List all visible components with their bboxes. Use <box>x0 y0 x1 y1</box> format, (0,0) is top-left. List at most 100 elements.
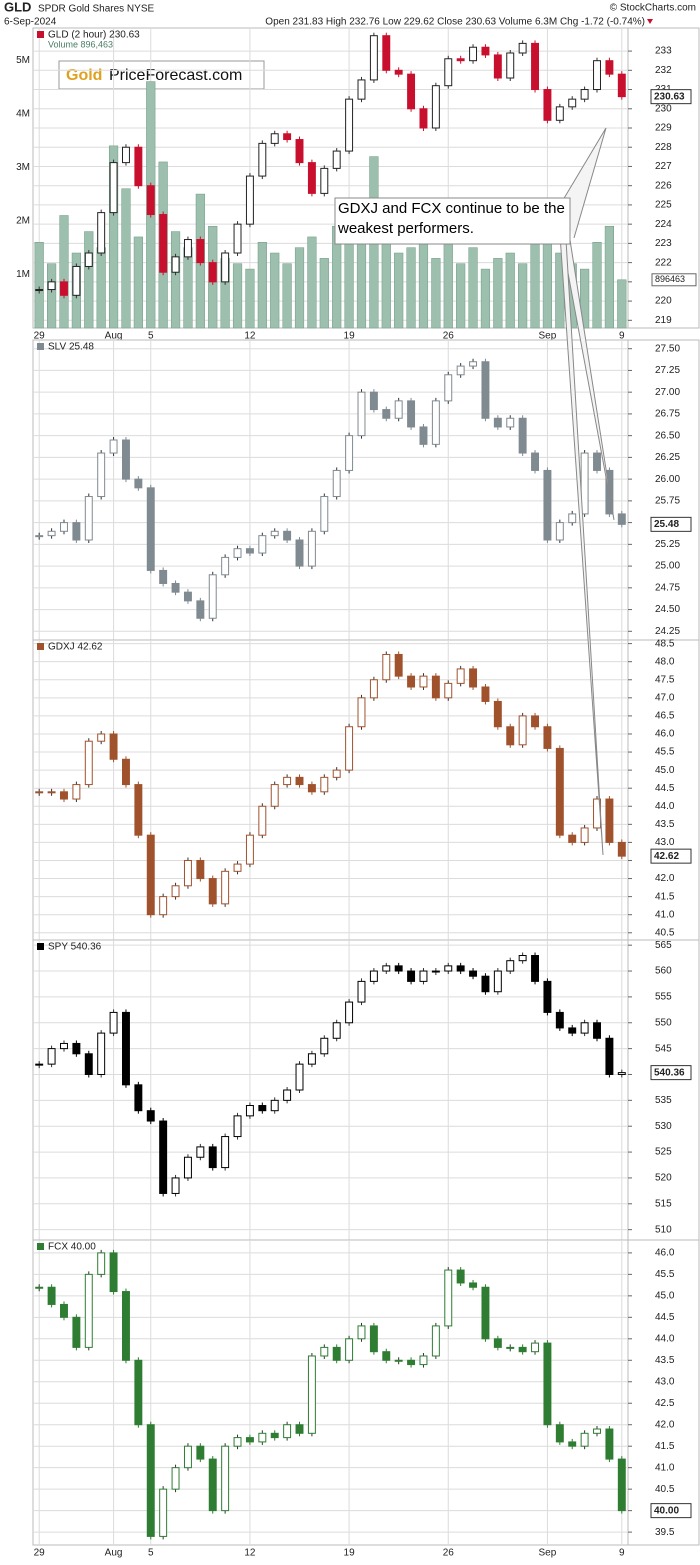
callout-tail <box>559 234 604 856</box>
y-tick-label: 220 <box>655 296 672 307</box>
volume-tick-label: 1M <box>16 269 30 280</box>
candle <box>134 1084 143 1112</box>
panel-title: SLV 25.48 <box>48 342 94 353</box>
volume-bar <box>530 231 540 329</box>
candle <box>456 965 465 972</box>
legend-swatch <box>37 943 44 950</box>
candle <box>84 1273 93 1348</box>
x-tick-label: Aug <box>105 1548 123 1559</box>
candle <box>307 784 316 793</box>
candle <box>555 1424 564 1443</box>
candle <box>456 58 465 62</box>
y-tick-label: 560 <box>655 966 672 977</box>
candle <box>196 1445 205 1460</box>
candle <box>617 1072 626 1075</box>
y-tick-label: 43.0 <box>655 1376 675 1387</box>
candle <box>531 715 540 728</box>
candle <box>382 1351 391 1361</box>
x-tick-label: Aug <box>105 331 123 342</box>
y-tick-label: 26.00 <box>655 474 680 485</box>
candle <box>332 150 341 169</box>
candle <box>159 214 168 273</box>
candle <box>283 1424 292 1439</box>
candle <box>444 965 453 972</box>
price-label-box <box>650 1503 692 1519</box>
candle <box>84 1053 93 1075</box>
candle <box>407 400 416 428</box>
y-tick-label: 42.5 <box>655 1398 675 1409</box>
volume-bar <box>59 215 69 329</box>
y-tick-label: 520 <box>655 1173 672 1184</box>
price-label-box <box>650 516 692 532</box>
y-tick-label: 226 <box>655 180 672 191</box>
candle <box>332 1022 341 1039</box>
candle <box>568 98 577 108</box>
y-tick-label: 545 <box>655 1043 672 1054</box>
candle <box>605 60 614 75</box>
logo-site: PriceForecast.com <box>109 67 242 84</box>
callout-tail <box>559 127 607 239</box>
x-tick-label: 29 <box>34 331 46 342</box>
candle <box>419 675 428 688</box>
candle <box>35 1063 44 1066</box>
y-tick-label: 230 <box>655 103 672 114</box>
y-tick-label: 525 <box>655 1147 672 1158</box>
candle <box>208 262 217 283</box>
candle <box>531 42 540 91</box>
volume-bar <box>604 225 614 329</box>
y-tick-label: 24.25 <box>655 626 680 637</box>
candle <box>97 452 106 498</box>
candle <box>121 1011 130 1086</box>
x-tick-label: 12 <box>244 331 256 342</box>
candle <box>431 675 440 699</box>
x-tick-label: 19 <box>344 1548 356 1559</box>
candle <box>469 970 478 977</box>
y-tick-label: 223 <box>655 238 672 249</box>
candle <box>481 1286 490 1340</box>
y-tick-label: 48.5 <box>655 638 675 649</box>
y-tick-label: 47.5 <box>655 674 675 685</box>
y-tick-label: 45.0 <box>655 765 675 776</box>
y-tick-label: 550 <box>655 1017 672 1028</box>
candle <box>543 726 552 749</box>
candle <box>72 784 81 800</box>
y-tick-label: 42.0 <box>655 873 675 884</box>
candle <box>47 530 56 537</box>
y-tick-label: 535 <box>655 1095 672 1106</box>
candle <box>357 79 366 100</box>
candle <box>295 539 304 567</box>
candle <box>506 1346 515 1349</box>
candle <box>196 600 205 619</box>
candle <box>35 1286 44 1289</box>
candle <box>369 1325 378 1353</box>
x-tick-label: 29 <box>34 1548 46 1559</box>
candle <box>382 653 391 681</box>
y-tick-label: 46.0 <box>655 1248 675 1259</box>
candle <box>171 885 180 898</box>
candle <box>617 841 626 857</box>
candle <box>382 409 391 419</box>
candle <box>531 1342 540 1353</box>
candle <box>171 1177 180 1194</box>
credit: © StockCharts.com <box>610 3 696 14</box>
x-tick-label: 26 <box>443 1548 455 1559</box>
candle <box>159 569 168 584</box>
candle <box>617 513 626 525</box>
candle <box>283 530 292 541</box>
y-tick-label: 26.50 <box>655 430 680 441</box>
candle <box>146 487 155 571</box>
candle <box>345 726 354 771</box>
security-name: SPDR Gold Shares NYSE <box>38 4 154 15</box>
y-tick-label: 44.5 <box>655 783 675 794</box>
y-tick-label: 25.25 <box>655 539 680 550</box>
volume-bar <box>592 242 602 329</box>
legend-swatch <box>37 1243 44 1250</box>
candle <box>270 530 279 537</box>
date: 6-Sep-2024 <box>4 17 57 28</box>
volume-bar <box>96 247 106 329</box>
candle <box>196 239 205 264</box>
candle <box>109 1011 118 1034</box>
candle <box>493 700 502 728</box>
candle <box>568 1027 577 1034</box>
candle <box>320 167 329 194</box>
